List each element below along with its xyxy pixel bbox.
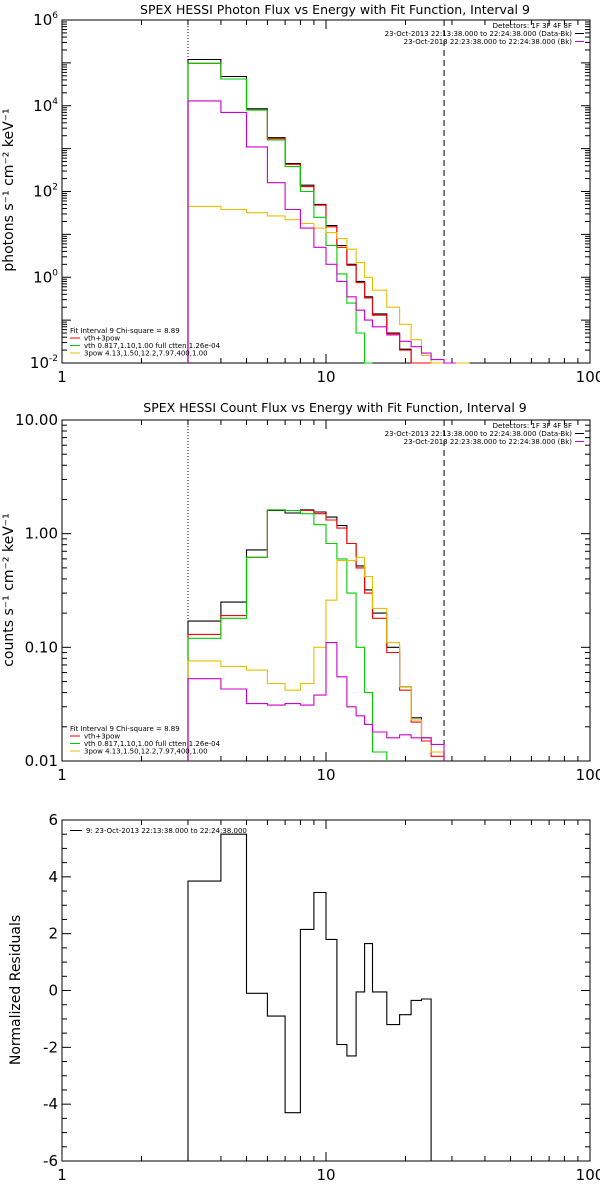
- y-tick-base: 0.01: [25, 752, 58, 770]
- y-tick-base: 10: [33, 97, 52, 115]
- y-tick-label: 6: [48, 811, 58, 829]
- series-line-data-bk: [187, 509, 445, 761]
- legend-bottom-entry: vth 0.817,1.10,1.00 full ctten 1.26e-04: [84, 342, 221, 350]
- y-tick-label: -4: [43, 1095, 58, 1113]
- y-tick-base: 6: [48, 811, 58, 829]
- y-tick-base: 10: [33, 183, 52, 201]
- y-tick-label: 4: [48, 868, 58, 886]
- y-tick-label: 102: [33, 183, 58, 201]
- x-tick-label: 1: [57, 368, 67, 386]
- y-tick-label: 10-2: [30, 354, 58, 372]
- y-tick-exponent: 0: [52, 268, 58, 278]
- x-tick-label: 100: [576, 766, 600, 784]
- legend-top-entry: Detectors: 1F 3F 4F 8F: [493, 22, 572, 30]
- y-tick-label: 100: [33, 268, 58, 286]
- y-tick-base: -4: [43, 1095, 58, 1113]
- y-tick-base: 1.00: [25, 525, 58, 543]
- y-tick-label: 1.00: [25, 525, 58, 543]
- y-tick-exponent: 2: [52, 183, 58, 193]
- y-tick-base: 2: [48, 925, 58, 943]
- y-tick-base: 10.00: [15, 411, 58, 429]
- legend-top-entry: 23-Oct-2013 22:13:38.000 to 22:24:38.000…: [385, 30, 573, 38]
- series-line-vth: [187, 509, 388, 761]
- panel-title: SPEX HESSI Count Flux vs Energy with Fit…: [143, 400, 526, 415]
- y-tick-base: 10: [33, 268, 52, 286]
- series-line-vth-3pow: [187, 62, 432, 364]
- y-tick-base: -2: [43, 1038, 58, 1056]
- legend-bottom-entry: Fit Interval 9 Chi-square = 8.89: [70, 327, 180, 335]
- y-axis-label: counts s⁻¹ cm⁻² keV⁻¹: [1, 513, 17, 667]
- count-flux-panel: SPEX HESSI Count Flux vs Energy with Fit…: [1, 400, 600, 784]
- series-line-3pow: [187, 556, 445, 761]
- y-tick-label: 0.01: [25, 752, 58, 770]
- photon-flux-panel: SPEX HESSI Photon Flux vs Energy with Fi…: [1, 2, 600, 386]
- residuals-panel: Normalized Residuals 1 10 100 6 4 2 0 -2 -4 -6 9: …: [8, 811, 600, 1184]
- legend-top-entry: 9: 23-Oct-2013 22:13:38.000 to 22:24:38.…: [86, 827, 247, 835]
- plot-frame: [61, 419, 591, 762]
- y-tick-base: 10: [30, 354, 49, 372]
- legend-top-entry: 23-Oct-2013 22:13:38.000 to 22:24:38.000…: [385, 430, 573, 438]
- y-axis-label: photons s⁻¹ cm⁻² keV⁻¹: [1, 108, 17, 271]
- series-line-3pow: [187, 205, 470, 364]
- series-line-vth-3pow: [187, 509, 445, 761]
- legend-top-entry: 23-Oct-2013 22:23:38.000 to 22:24:38.000…: [404, 438, 573, 446]
- x-tick-label: 1: [57, 766, 67, 784]
- x-tick-label: 10: [316, 368, 335, 386]
- y-tick-label: 2: [48, 925, 58, 943]
- legend-bottom-entry: vth+3pow: [84, 733, 120, 741]
- series-line-bk: [187, 642, 445, 761]
- y-tick-label: 10.00: [15, 411, 58, 429]
- x-tick-label: 10: [316, 766, 335, 784]
- plot-frame: [61, 19, 591, 364]
- y-tick-label: -2: [43, 1038, 58, 1056]
- series-line-data-bk: [187, 58, 432, 364]
- series-line-vth: [187, 62, 373, 364]
- y-tick-label: 0.10: [25, 638, 58, 656]
- x-tick-label: 100: [576, 368, 600, 386]
- legend-top-entry: Detectors: 1F 3F 4F 8F: [493, 422, 572, 430]
- legend-bottom-entry: vth+3pow: [84, 335, 120, 343]
- y-tick-exponent: 6: [52, 11, 58, 21]
- x-tick-label: 1: [57, 1166, 67, 1184]
- x-tick-label: 100: [576, 1166, 600, 1184]
- legend-bottom-entry: vth 0.817,1.10,1.00 full ctten 1.26e-04: [84, 740, 221, 748]
- y-tick-label: -6: [43, 1152, 58, 1170]
- y-tick-label: 104: [33, 97, 58, 115]
- y-tick-base: 4: [48, 868, 58, 886]
- y-tick-label: 106: [33, 11, 58, 29]
- y-tick-base: 10: [33, 11, 52, 29]
- y-tick-exponent: -2: [49, 354, 58, 364]
- legend-top-entry: 23-Oct-2013 22:23:38.000 to 22:24:38.000…: [404, 38, 573, 46]
- y-axis-label: Normalized Residuals: [8, 915, 24, 1065]
- panel-title: SPEX HESSI Photon Flux vs Energy with Fi…: [140, 2, 530, 17]
- legend-bottom-entry: 3pow 4.13,1.50,12.2,7.97,400,1.00: [84, 350, 208, 358]
- y-tick-label: 0: [48, 982, 58, 1000]
- x-tick-label: 10: [316, 1166, 335, 1184]
- legend-bottom-entry: 3pow 4.13,1.50,12.2,7.97,400,1.00: [84, 748, 208, 756]
- y-tick-base: 0: [48, 982, 58, 1000]
- series-line-9: [187, 833, 432, 1161]
- y-tick-exponent: 4: [52, 97, 58, 107]
- legend-bottom-entry: Fit Interval 9 Chi-square = 8.89: [70, 725, 180, 733]
- y-tick-base: 0.10: [25, 638, 58, 656]
- y-tick-base: -6: [43, 1152, 58, 1170]
- plot-frame: [61, 819, 591, 1162]
- series-line-bk: [187, 100, 456, 364]
